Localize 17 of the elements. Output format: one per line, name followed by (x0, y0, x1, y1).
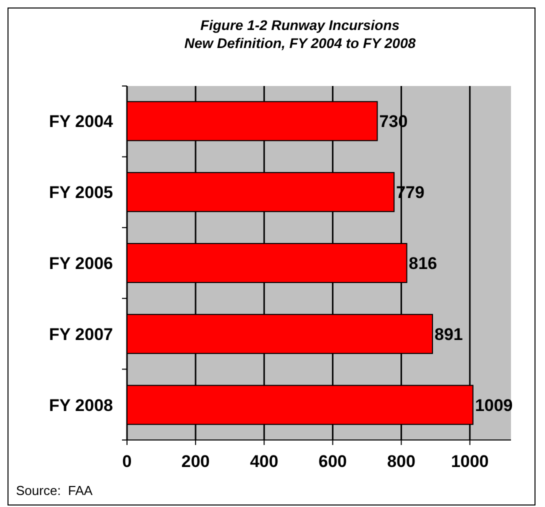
x-tick-label: 400 (250, 452, 278, 471)
y-tick-label: FY 2006 (49, 254, 113, 273)
data-label: 891 (434, 324, 463, 344)
y-tick-label: FY 2008 (49, 396, 113, 415)
y-tick-label: FY 2005 (49, 183, 113, 202)
x-tick-label: 600 (318, 452, 347, 471)
y-tick-label: FY 2007 (49, 324, 113, 344)
data-label: 1009 (474, 396, 513, 415)
x-tick-label: 1000 (450, 452, 489, 471)
y-tick-label: FY 2004 (49, 112, 114, 132)
x-tick-label: 0 (122, 452, 132, 471)
data-label: 816 (408, 254, 438, 273)
x-tick-label: 200 (181, 452, 210, 471)
source-note: Source: FAA (16, 483, 93, 498)
chart-subtitle: New Definition, FY 2004 to FY 2008 (184, 35, 416, 51)
chart-title: Figure 1-2 Runway Incursions (200, 17, 400, 33)
x-tick-label: 800 (387, 452, 416, 471)
